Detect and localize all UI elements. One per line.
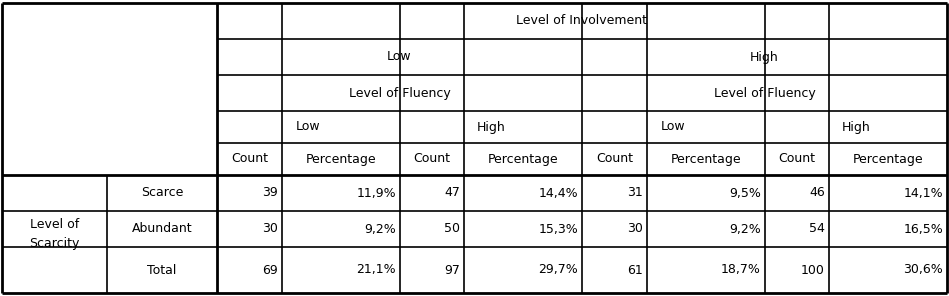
Text: Level of Fluency: Level of Fluency <box>714 86 815 99</box>
Text: Count: Count <box>231 152 268 165</box>
Text: 50: 50 <box>444 223 460 236</box>
Text: 47: 47 <box>444 186 460 200</box>
Text: Percentage: Percentage <box>671 152 741 165</box>
Text: 61: 61 <box>627 263 643 276</box>
Text: 54: 54 <box>809 223 825 236</box>
Text: 9,2%: 9,2% <box>729 223 761 236</box>
Text: Level of Fluency: Level of Fluency <box>348 86 451 99</box>
Text: Count: Count <box>596 152 633 165</box>
Text: 9,2%: 9,2% <box>364 223 396 236</box>
Text: 21,1%: 21,1% <box>357 263 396 276</box>
Text: Level of: Level of <box>29 218 79 231</box>
Text: 18,7%: 18,7% <box>721 263 761 276</box>
Text: 31: 31 <box>627 186 643 200</box>
Text: Low: Low <box>387 51 412 64</box>
Text: 16,5%: 16,5% <box>903 223 943 236</box>
Text: Low: Low <box>661 120 686 133</box>
Text: Count: Count <box>778 152 815 165</box>
Text: Count: Count <box>414 152 451 165</box>
Text: Total: Total <box>147 263 177 276</box>
Text: 39: 39 <box>262 186 278 200</box>
Text: Percentage: Percentage <box>853 152 923 165</box>
Text: 46: 46 <box>809 186 825 200</box>
Text: High: High <box>476 120 506 133</box>
Text: 97: 97 <box>444 263 460 276</box>
Text: 14,4%: 14,4% <box>538 186 578 200</box>
Text: Percentage: Percentage <box>306 152 377 165</box>
Text: 30: 30 <box>262 223 278 236</box>
Text: 11,9%: 11,9% <box>357 186 396 200</box>
Text: 9,5%: 9,5% <box>729 186 761 200</box>
Text: 30,6%: 30,6% <box>903 263 943 276</box>
Text: 29,7%: 29,7% <box>538 263 578 276</box>
Text: Low: Low <box>296 120 321 133</box>
Text: 30: 30 <box>627 223 643 236</box>
Text: High: High <box>842 120 870 133</box>
Text: Percentage: Percentage <box>488 152 558 165</box>
Text: 15,3%: 15,3% <box>538 223 578 236</box>
Text: High: High <box>750 51 779 64</box>
Text: Scarcity: Scarcity <box>29 237 80 250</box>
Text: 69: 69 <box>262 263 278 276</box>
Text: Scarce: Scarce <box>140 186 183 200</box>
Text: Level of Involvement: Level of Involvement <box>516 15 647 28</box>
Text: 100: 100 <box>801 263 825 276</box>
Text: Abundant: Abundant <box>132 223 193 236</box>
Text: 14,1%: 14,1% <box>903 186 943 200</box>
